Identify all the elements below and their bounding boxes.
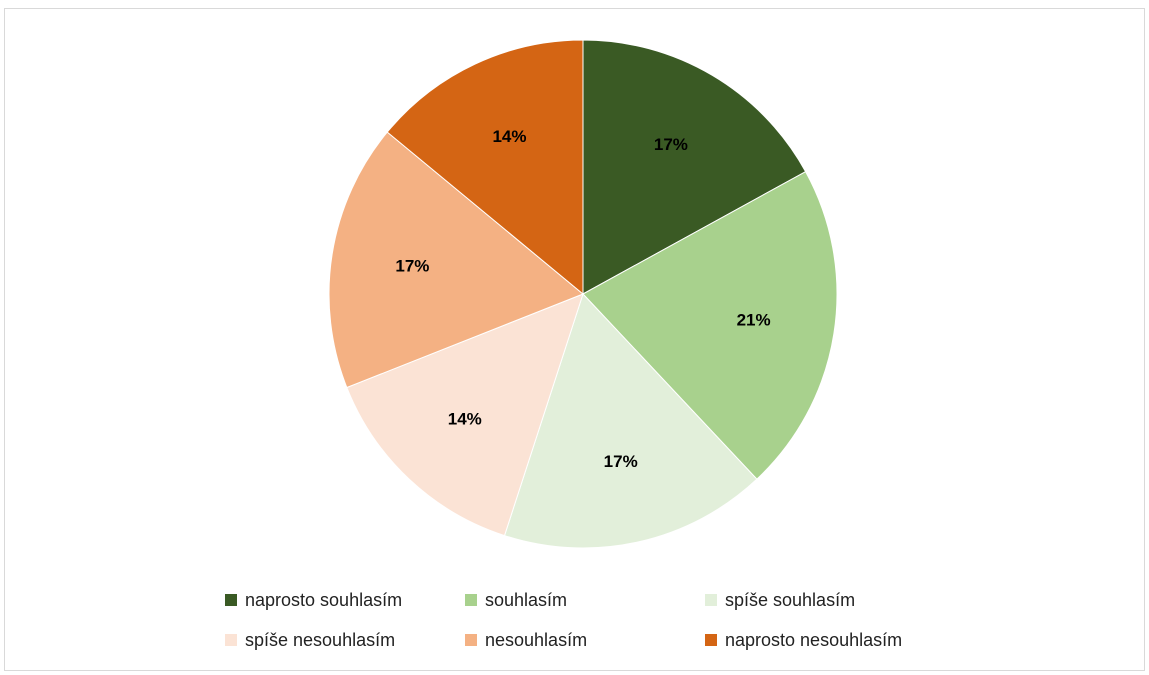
pie-data-label: 14%	[448, 409, 482, 428]
chart-legend: naprosto souhlasím souhlasím spíše souhl…	[225, 588, 1005, 652]
pie-slice-6	[386, 39, 584, 296]
pie-slice-4	[346, 293, 584, 537]
legend-item-spise-nesouhlasim: spíše nesouhlasím	[225, 628, 465, 652]
legend-item-nesouhlasim: nesouhlasím	[465, 628, 705, 652]
legend-swatch	[225, 594, 237, 606]
legend-label: souhlasím	[485, 589, 568, 610]
legend-swatch	[705, 634, 717, 646]
legend-swatch	[705, 594, 717, 606]
legend-label: naprosto souhlasím	[245, 589, 403, 610]
pie-data-label: 21%	[737, 311, 771, 330]
legend-swatch	[465, 634, 477, 646]
legend-swatch	[465, 594, 477, 606]
pie-data-label: 17%	[654, 135, 688, 154]
legend-label: nesouhlasím	[485, 629, 588, 650]
pie-slice-5	[328, 131, 584, 389]
legend-item-naprosto-souhlasim: naprosto souhlasím	[225, 588, 465, 612]
pie-slice-3	[503, 293, 758, 549]
pie-data-label: 17%	[395, 256, 429, 275]
legend-label: spíše souhlasím	[725, 589, 856, 610]
pie-data-label: 14%	[492, 127, 526, 146]
legend-item-spise-souhlasim: spíše souhlasím	[705, 588, 1005, 612]
pie-slice-1	[582, 39, 807, 295]
legend-swatch	[225, 634, 237, 646]
legend-item-naprosto-nesouhlasim: naprosto nesouhlasím	[705, 628, 1005, 652]
legend-label: naprosto nesouhlasím	[725, 629, 903, 650]
legend-item-souhlasim: souhlasím	[465, 588, 705, 612]
pie-slice-2	[582, 170, 838, 480]
legend-label: spíše nesouhlasím	[245, 629, 396, 650]
pie-data-label: 17%	[604, 452, 638, 471]
